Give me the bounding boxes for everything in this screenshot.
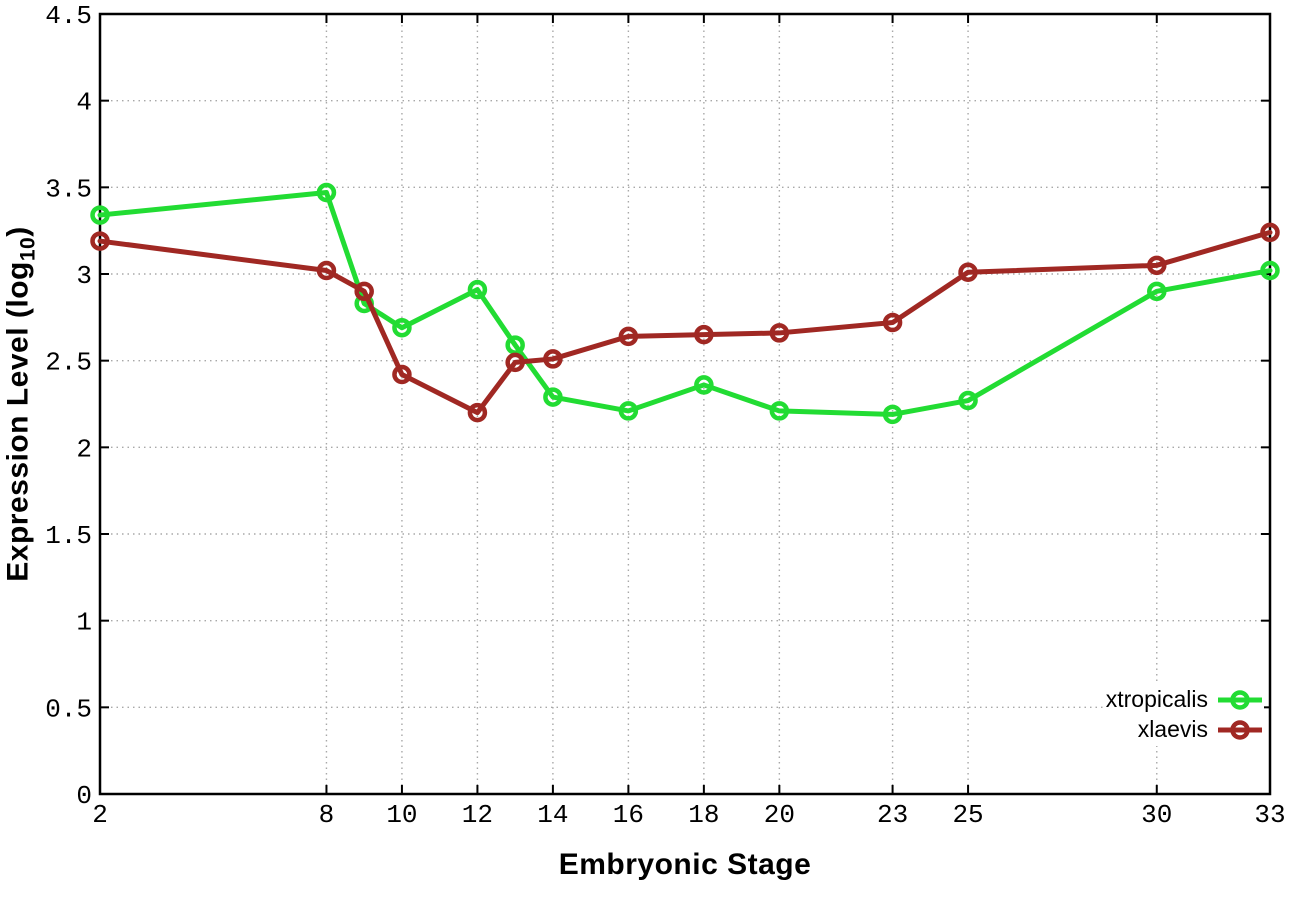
y-tick-label: 4	[76, 88, 92, 118]
gridlines	[100, 14, 1270, 794]
data-point-marker	[505, 352, 525, 373]
data-point-marker	[882, 312, 903, 333]
y-tick-label: 1.5	[45, 521, 92, 551]
data-point-marker	[316, 182, 337, 203]
plot-border	[98, 12, 1272, 796]
legend-marker-xlaevis	[1218, 719, 1262, 740]
legend: xtropicalis xlaevis	[1103, 683, 1264, 746]
data-point-marker	[882, 404, 903, 425]
data-point-marker	[694, 375, 714, 395]
y-tick-label: 1	[76, 608, 92, 638]
x-tick-label: 8	[319, 800, 335, 830]
x-tick-label: 12	[462, 800, 493, 830]
legend-marker-xtropicalis	[1218, 689, 1262, 710]
legend-label-xlaevis: xlaevis	[1137, 716, 1208, 742]
data-point-marker	[618, 326, 639, 347]
x-tick-label: 25	[952, 800, 983, 830]
tick-marks	[99, 13, 1271, 795]
y-tick-label: 2.5	[45, 348, 92, 378]
y-tick-label: 0	[76, 781, 92, 811]
x-tick-label: 10	[386, 800, 417, 830]
data-point-marker	[769, 323, 790, 343]
data-point-marker	[1147, 281, 1167, 302]
data-point-marker	[1260, 260, 1280, 281]
y-tick-label: 3.5	[45, 174, 92, 204]
x-tick-label: 20	[764, 800, 795, 830]
legend-label-xtropicalis: xtropicalis	[1105, 686, 1208, 712]
y-tick-label: 0.5	[45, 694, 92, 724]
data-point-marker	[467, 279, 488, 300]
data-point-marker	[958, 262, 978, 283]
y-axis-title: Expression Level (log10)	[2, 226, 41, 581]
data-point-marker	[316, 260, 337, 281]
series-line-xtropicalis	[97, 190, 1273, 417]
data-point-marker	[1260, 222, 1280, 243]
data-point-marker	[354, 281, 374, 302]
y-tick-label: 2	[76, 434, 92, 464]
y-tick-label: 4.5	[45, 1, 92, 31]
x-tick-label: 2	[92, 800, 108, 830]
data-point-marker	[90, 231, 110, 251]
data-point-marker	[958, 390, 978, 411]
y-axis-title-close: )	[1, 226, 35, 237]
data-point-marker	[1147, 255, 1167, 276]
series-xlaevis	[90, 222, 1280, 423]
series-line-xlaevis	[97, 229, 1273, 416]
data-point-marker	[543, 387, 563, 407]
legend-item-xtropicalis: xtropicalis	[1106, 685, 1262, 714]
x-tick-label: 16	[613, 800, 644, 830]
y-axis-title-subscript: 10	[16, 236, 40, 262]
data-point-marker	[543, 349, 563, 369]
x-tick-label: 23	[877, 800, 908, 830]
data-point-marker	[392, 364, 412, 385]
y-tick-label: 3	[76, 261, 92, 291]
data-point-marker	[90, 205, 110, 225]
data-point-marker	[769, 401, 790, 421]
x-tick-label: 18	[688, 800, 719, 830]
data-point-marker	[392, 317, 412, 338]
data-point-marker	[694, 324, 714, 345]
x-tick-label: 14	[537, 800, 568, 830]
tick-labels: 2 8 10 12 14 16 18 20 23 25 30 33 0 0.5 1 1.5 2 2.5 3 3.5 4 4…	[45, 1, 1285, 830]
x-axis-title: Embryonic Stage	[558, 848, 812, 881]
data-point-marker	[618, 401, 639, 421]
data-point-marker	[505, 335, 525, 355]
legend-item-xlaevis: xlaevis	[1106, 715, 1262, 744]
series-xtropicalis	[90, 182, 1280, 425]
y-axis-title-text: Expression Level (log	[1, 261, 35, 582]
data-point-marker	[467, 402, 488, 423]
x-tick-label: 30	[1141, 800, 1172, 830]
x-tick-label: 33	[1254, 800, 1285, 830]
